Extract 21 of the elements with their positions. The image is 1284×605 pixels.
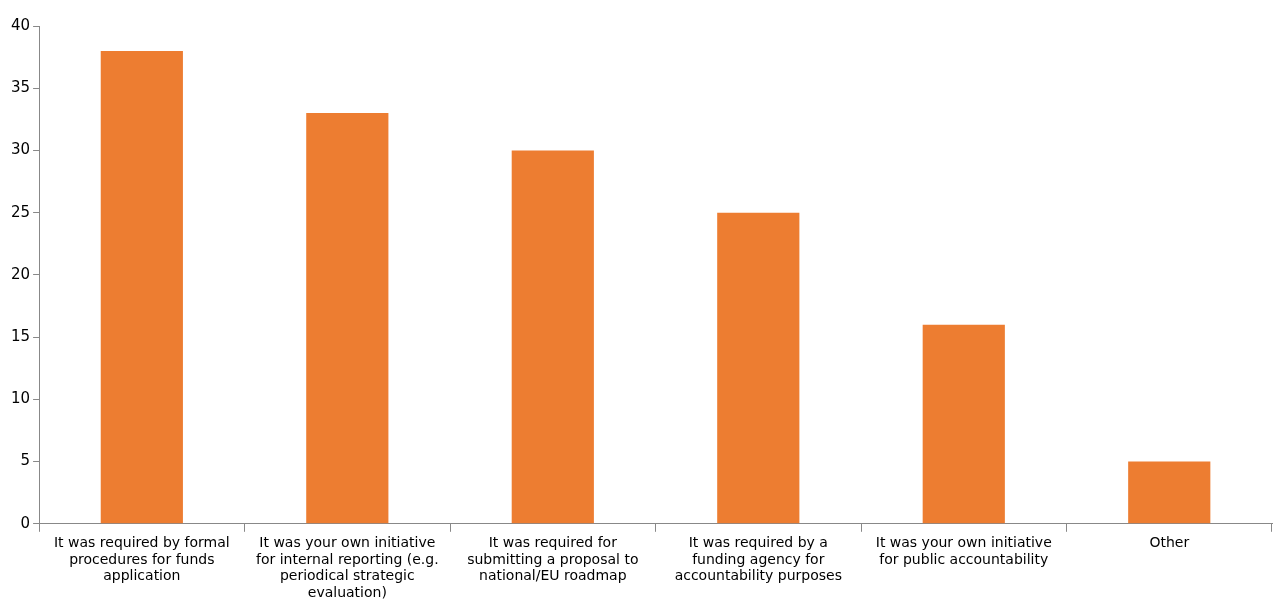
- y-tick-label: 5: [20, 451, 31, 470]
- x-tick-label: It was required by formal procedures for funds application: [53, 533, 230, 584]
- x-tick-label: It was your own initiative for public accountability: [875, 533, 1052, 567]
- bar: [100, 50, 183, 524]
- y-tick-label: 20: [10, 264, 31, 283]
- x-tick-label: It was your own initiative for internal reporting (e.g. periodical strategic evaluation): [256, 533, 439, 601]
- y-tick-label: 10: [10, 389, 31, 408]
- y-tick-label: 30: [10, 140, 31, 159]
- bar: [1128, 461, 1211, 524]
- y-tick-label: 40: [10, 15, 31, 34]
- y-tick-label: 0: [20, 513, 31, 532]
- y-tick-label: 35: [10, 78, 31, 97]
- y-tick-label: 15: [10, 327, 31, 346]
- bar: [922, 324, 1005, 524]
- y-tick-label: 25: [10, 202, 31, 221]
- x-tick-label: Other: [1149, 533, 1190, 550]
- x-tick-label: It was required for submitting a proposal to national/EU roadmap: [467, 533, 639, 584]
- x-tick-label: It was required by a funding agency for accountability purposes: [674, 533, 842, 584]
- bar: [511, 150, 594, 524]
- bar: [306, 113, 389, 524]
- bar: [717, 212, 800, 524]
